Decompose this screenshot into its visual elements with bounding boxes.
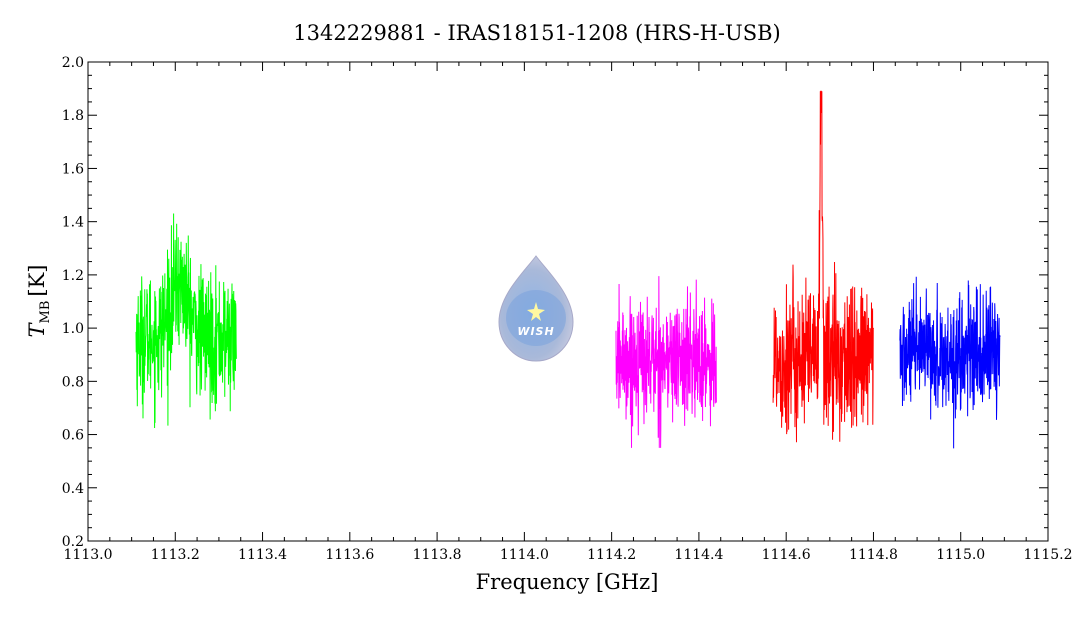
y-tick-label: 1.4 bbox=[62, 215, 84, 231]
spectrum-series-1 bbox=[135, 213, 237, 428]
x-tick-label: 1113.0 bbox=[64, 547, 113, 563]
spectrum-series-4 bbox=[899, 276, 1001, 449]
x-tick-label: 1114.2 bbox=[587, 547, 636, 563]
spectrum-series-2 bbox=[615, 276, 717, 448]
y-tick-label: 2.0 bbox=[62, 55, 84, 71]
y-tick-label: 1.6 bbox=[62, 161, 84, 177]
logo-text: WISH bbox=[517, 325, 554, 338]
y-axis-title: TMB [K] bbox=[25, 265, 53, 338]
y-axis-title-unit: [K] bbox=[25, 265, 49, 297]
y-axis-title-sub: MB bbox=[38, 301, 53, 324]
x-tick-label: 1114.8 bbox=[849, 547, 898, 563]
spectrum-series-3 bbox=[772, 90, 874, 443]
x-tick-label: 1114.4 bbox=[674, 547, 723, 563]
y-tick-label: 1.2 bbox=[62, 268, 84, 284]
x-tick-label: 1115.2 bbox=[1024, 547, 1072, 563]
x-tick-label: 1115.0 bbox=[936, 547, 985, 563]
y-axis-title-main: T bbox=[25, 321, 49, 337]
x-tick-label: 1114.6 bbox=[762, 547, 811, 563]
wish-logo: WISH bbox=[498, 255, 574, 362]
x-tick-label: 1113.6 bbox=[325, 547, 374, 563]
y-tick-label: 1.0 bbox=[62, 321, 84, 337]
x-tick-label: 1113.8 bbox=[413, 547, 462, 563]
x-tick-label: 1113.2 bbox=[151, 547, 200, 563]
x-axis-title: Frequency [GHz] bbox=[476, 570, 659, 594]
y-tick-label: 1.8 bbox=[62, 108, 84, 124]
y-tick-label: 0.6 bbox=[62, 428, 84, 444]
chart-title: 1342229881 - IRAS18151-1208 (HRS-H-USB) bbox=[293, 21, 780, 45]
y-tick-label: 0.4 bbox=[62, 481, 84, 497]
x-tick-label: 1114.0 bbox=[500, 547, 549, 563]
y-tick-label: 0.8 bbox=[62, 374, 84, 390]
y-tick-label: 0.2 bbox=[62, 534, 84, 550]
x-tick-label: 1113.4 bbox=[238, 547, 287, 563]
